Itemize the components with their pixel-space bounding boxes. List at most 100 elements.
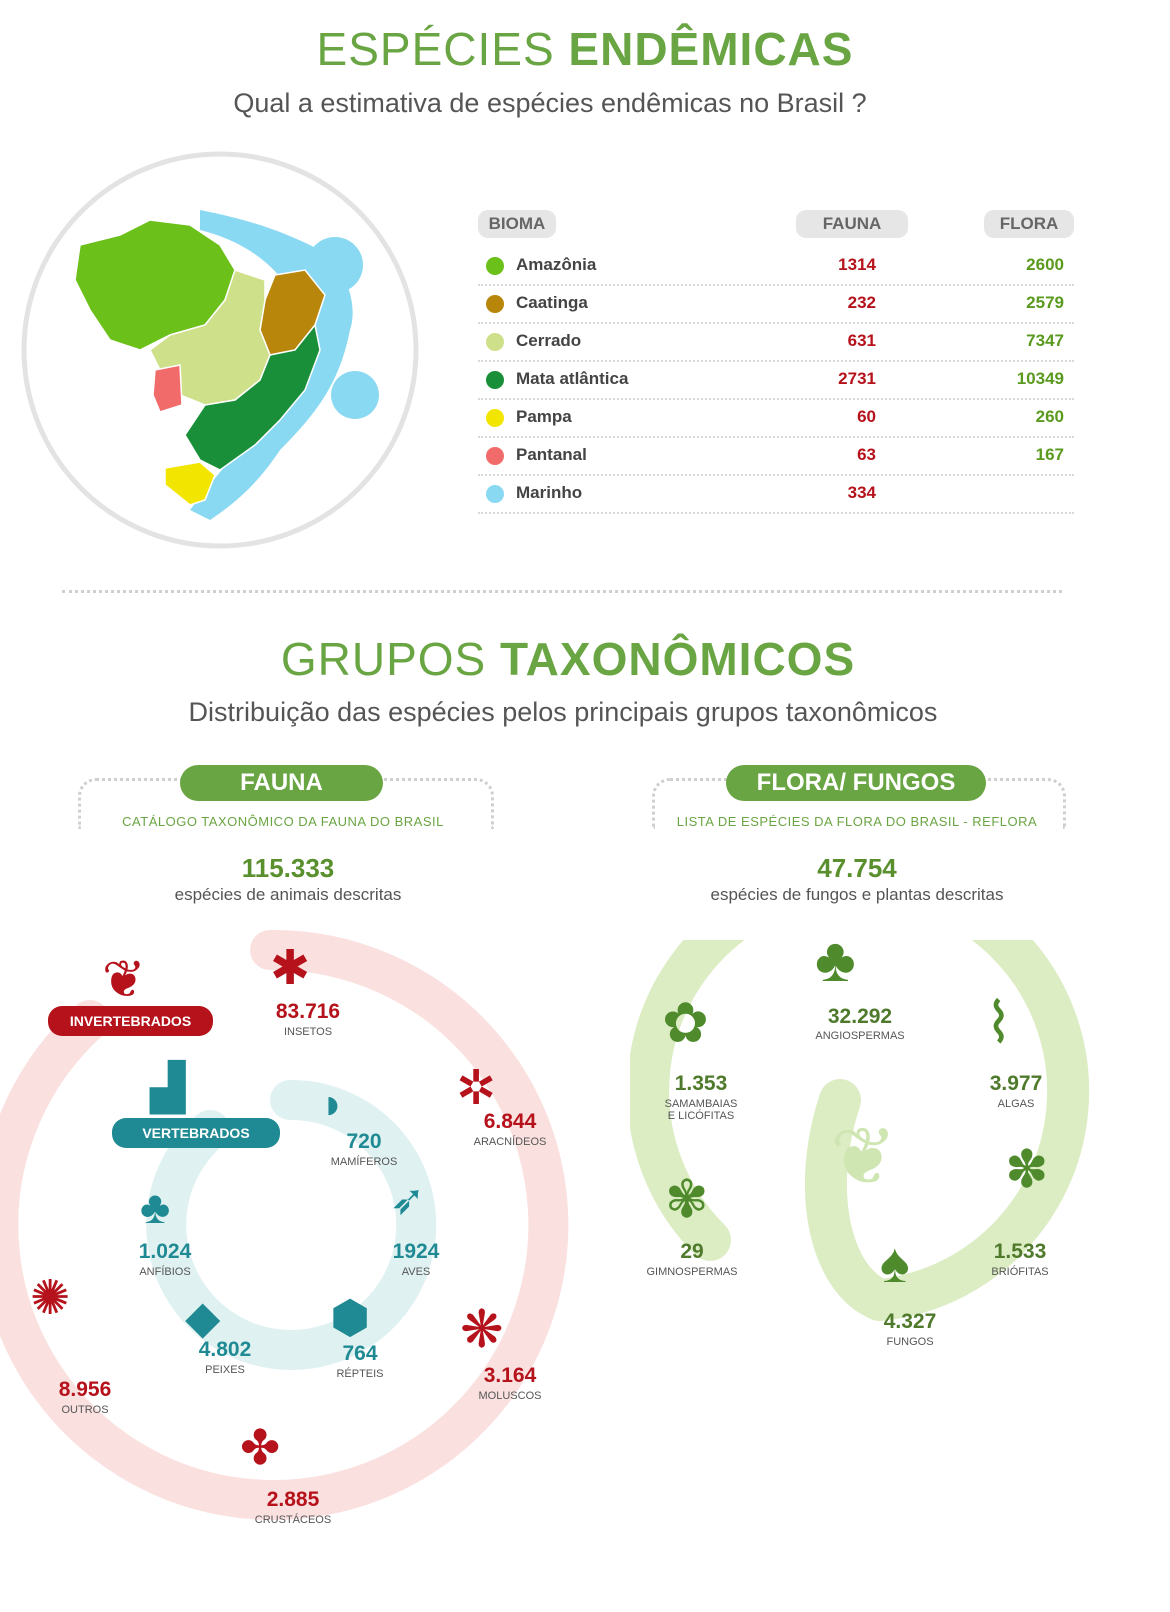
mamiferos-label: MAMÍFEROS xyxy=(330,1156,398,1168)
fern-icon: ✿ xyxy=(662,991,709,1054)
anfibios-value: 1.024 xyxy=(138,1240,192,1263)
bioma-color-dot xyxy=(486,333,504,351)
bioma-fauna-value: 63 xyxy=(857,445,876,464)
bioma-fauna-value: 60 xyxy=(857,407,876,426)
crustaceos-label: CRUSTÁCEOS xyxy=(254,1514,332,1526)
bioma-color-dot xyxy=(486,409,504,427)
bioma-name: Pampa xyxy=(516,407,572,426)
fauna-total: 115.333 xyxy=(241,853,335,883)
spider-icon: ✲ xyxy=(456,1062,497,1115)
bioma-flora-value: 2579 xyxy=(1026,293,1064,312)
endemic-title-bold: ENDÊMICAS xyxy=(568,23,854,75)
flora-total: 47.754 xyxy=(817,853,897,883)
bioma-fauna-value: 232 xyxy=(847,293,876,312)
bioma-color-dot xyxy=(486,447,504,465)
vertebrados-tag: VERTEBRADOS xyxy=(112,1118,280,1148)
wolf-icon: ▟ xyxy=(150,1061,186,1113)
bioma-row: Pampa 60 260 xyxy=(478,400,1074,438)
bird-icon: ➶ xyxy=(390,1176,426,1223)
bioma-row: Amazônia 1314 2600 xyxy=(478,248,1074,286)
mamiferos-value: 720 xyxy=(346,1130,382,1153)
section-divider xyxy=(62,590,1062,593)
bioma-row: Cerrado 631 7347 xyxy=(478,324,1074,362)
invertebrados-tag: INVERTEBRADOS xyxy=(48,1006,213,1036)
bioma-name: Caatinga xyxy=(516,293,588,312)
aves-label: AVES xyxy=(401,1266,431,1278)
crustaceos-value: 2.885 xyxy=(266,1488,320,1511)
algas-label: ALGAS xyxy=(997,1098,1035,1110)
bioma-fauna-value: 2731 xyxy=(838,369,876,388)
fungos-value: 4.327 xyxy=(883,1310,937,1333)
samambaias-label-1: SAMAMBAIAS xyxy=(664,1098,738,1110)
bioma-name: Cerrado xyxy=(516,331,582,350)
bioma-color-dot xyxy=(486,295,504,313)
moluscos-label: MOLUSCOS xyxy=(478,1390,542,1402)
aracnideos-value: 6.844 xyxy=(483,1110,537,1133)
aves-value: 1924 xyxy=(392,1240,440,1263)
samambaias-value: 1.353 xyxy=(674,1072,728,1095)
outros-label: OUTROS xyxy=(61,1404,109,1416)
header-fauna: FAUNA xyxy=(796,210,908,238)
fauna-pill: FAUNA xyxy=(180,765,383,801)
butterfly-icon: ❦ xyxy=(102,951,146,1009)
endemic-title-light: ESPÉCIES xyxy=(316,23,555,75)
bioma-fauna-value: 334 xyxy=(847,483,876,502)
outros-value: 8.956 xyxy=(58,1378,112,1401)
flora-pill: FLORA/ FUNGOS xyxy=(726,765,986,801)
taxo-subtitle: Distribuição das espécies pelos principa… xyxy=(188,697,938,727)
samambaias-label-2: E LICÓFITAS xyxy=(667,1110,735,1122)
bioma-name: Amazônia xyxy=(516,255,597,274)
peixes-label: PEIXES xyxy=(205,1364,245,1376)
bioma-fauna-value: 631 xyxy=(847,331,876,350)
bioma-color-dot xyxy=(486,257,504,275)
algae-icon: ⌇ xyxy=(985,991,1013,1054)
frog-icon: ♣ xyxy=(140,1181,171,1233)
taxo-title: GRUPOS TAXONÔMICOS xyxy=(0,632,1136,686)
endemic-table: BIOMA FAUNA FLORA Amazônia 1314 2600 Caatin… xyxy=(478,210,1074,514)
turtle-icon: ⬢ xyxy=(330,1291,371,1343)
lobster-icon: ✤ xyxy=(240,1422,281,1475)
aracnideos-label: ARACNÍDEOS xyxy=(473,1136,547,1148)
endemic-rows: Amazônia 1314 2600 Caatinga 232 2579 Cerrado 63… xyxy=(478,248,1074,514)
bioma-flora-value: 2600 xyxy=(1026,255,1064,274)
tree-icon: ♣ xyxy=(815,926,856,995)
gimnospermas-value: 29 xyxy=(680,1240,704,1263)
bioma-flora-value: 7347 xyxy=(1026,331,1064,350)
sprout-icon: ❦ xyxy=(830,1112,898,1201)
endemic-subtitle: Qual a estimativa de espécies endêmicas … xyxy=(233,88,867,118)
algas-value: 3.977 xyxy=(989,1072,1043,1095)
insetos-label: INSETOS xyxy=(283,1026,333,1038)
briofitas-value: 1.533 xyxy=(993,1240,1047,1263)
flora-source: LISTA DE ESPÉCIES DA FLORA DO BRASIL - R… xyxy=(676,814,1038,829)
angiospermas-label: ANGIOSPERMAS xyxy=(815,1030,905,1042)
brazil-map xyxy=(20,150,420,550)
flora-total-desc: espécies de fungos e plantas descritas xyxy=(710,885,1004,904)
bioma-color-dot xyxy=(486,485,504,503)
bioma-row: Mata atlântica 2731 10349 xyxy=(478,362,1074,400)
fauna-source: CATÁLOGO TAXONÔMICO DA FAUNA DO BRASIL xyxy=(122,814,444,829)
bioma-color-dot xyxy=(486,371,504,389)
fauna-total-desc: espécies de animais descritas xyxy=(174,885,402,904)
moss-icon: ✽ xyxy=(1005,1141,1049,1199)
fauna-rings xyxy=(0,930,569,1520)
mushroom-icon: ♠ xyxy=(880,1231,910,1294)
fish-icon: ◆ xyxy=(185,1291,221,1343)
anfibios-label: ANFÍBIOS xyxy=(139,1266,191,1278)
endemic-title: ESPÉCIES ENDÊMICAS xyxy=(0,22,1170,76)
bioma-flora-value: 10349 xyxy=(1016,369,1064,388)
coral-icon: ✺ xyxy=(30,1272,71,1325)
header-bioma: BIOMA xyxy=(478,210,556,238)
briofitas-label: BRIÓFITAS xyxy=(991,1266,1049,1278)
octopus-icon: ❋ xyxy=(460,1301,504,1359)
repteis-value: 764 xyxy=(342,1342,378,1365)
beetle-icon: ✱ xyxy=(270,942,311,995)
bioma-flora-value: 260 xyxy=(1035,407,1064,426)
bioma-name: Mata atlântica xyxy=(516,369,629,388)
bioma-row: Caatinga 232 2579 xyxy=(478,286,1074,324)
flower-icon: ✾ xyxy=(665,1171,709,1229)
tapir-icon: ◗ xyxy=(320,1080,346,1127)
taxo-title-bold: TAXONÔMICOS xyxy=(500,633,856,685)
insetos-value: 83.716 xyxy=(275,1000,341,1023)
fungos-label: FUNGOS xyxy=(886,1336,934,1348)
bioma-row: Pantanal 63 167 xyxy=(478,438,1074,476)
